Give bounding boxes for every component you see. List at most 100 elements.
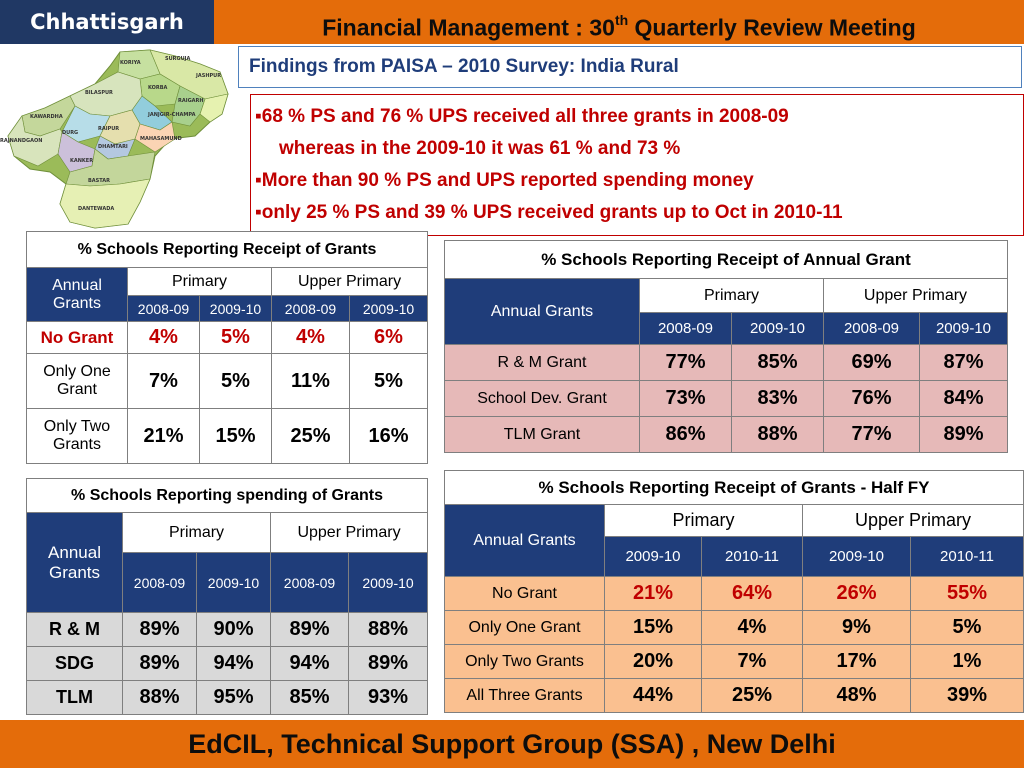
row-label: TLM Grant bbox=[444, 416, 640, 453]
table-cell: 4% bbox=[701, 610, 803, 645]
table-cell: 88% bbox=[347, 612, 429, 647]
table-cell: 85% bbox=[731, 344, 824, 381]
footer-banner: EdCIL, Technical Support Group (SSA) , N… bbox=[0, 720, 1024, 768]
table-cell: 89% bbox=[919, 416, 1008, 453]
column-header: Annual Grants bbox=[26, 267, 128, 322]
year-header: 2010-11 bbox=[909, 536, 1024, 577]
table-cell: 77% bbox=[823, 416, 920, 453]
year-header: 2009-10 bbox=[731, 312, 824, 345]
group-header: Upper Primary bbox=[801, 504, 1024, 537]
table-caption: % Schools Reporting Receipt of Grants bbox=[25, 231, 429, 268]
table-cell: 21% bbox=[127, 408, 200, 464]
group-header: Primary bbox=[127, 267, 272, 296]
year-header: 2008-09 bbox=[127, 295, 200, 322]
map-label: DANTEWADA bbox=[78, 206, 114, 212]
group-header: Primary bbox=[639, 278, 824, 313]
map-label: KANKER bbox=[70, 158, 93, 164]
year-header: 2009-10 bbox=[199, 295, 272, 322]
map-label: MAHASAMUND bbox=[140, 136, 182, 142]
table-cell: 4% bbox=[127, 321, 200, 354]
table-row: R & M Grant 77% 85% 69% 87% bbox=[444, 344, 1008, 381]
receipt-of-grants-half-fy-table: % Schools Reporting Receipt of Grants - … bbox=[443, 470, 1024, 713]
table-cell: 7% bbox=[701, 644, 803, 679]
table-cell: 86% bbox=[639, 416, 732, 453]
year-header: 2009-10 bbox=[347, 552, 429, 613]
title-prefix: Financial Management : 30 bbox=[322, 14, 615, 41]
map-label: SURGUJA bbox=[165, 56, 191, 62]
year-header: 2009-10 bbox=[348, 295, 429, 322]
finding-continuation: whereas in the 2009-10 it was 61 % and 7… bbox=[279, 138, 681, 159]
receipt-of-grants-table: % Schools Reporting Receipt of Grants An… bbox=[25, 231, 429, 464]
table-cell: 15% bbox=[604, 610, 702, 645]
map-label: RAIGARH bbox=[178, 98, 204, 104]
table-cell: 64% bbox=[701, 576, 803, 611]
section-subtitle: Findings from PAISA – 2010 Survey: India… bbox=[238, 46, 1022, 88]
row-label: All Three Grants bbox=[444, 678, 605, 713]
row-label: No Grant bbox=[26, 321, 128, 354]
table-row: SDG 89% 94% 94% 89% bbox=[26, 646, 429, 681]
row-label: Only Two Grants bbox=[444, 644, 605, 679]
row-label: SDG bbox=[26, 646, 123, 681]
year-header: 2008-09 bbox=[823, 312, 920, 345]
table-cell: 69% bbox=[823, 344, 920, 381]
table-cell: 87% bbox=[919, 344, 1008, 381]
map-label: JANJGIR-CHAMPA bbox=[147, 112, 196, 118]
column-header: Annual Grants bbox=[26, 512, 123, 613]
table-cell: 25% bbox=[701, 678, 803, 713]
title-superscript: th bbox=[614, 12, 629, 28]
table-cell: 89% bbox=[122, 612, 197, 647]
table-row: R & M 89% 90% 89% 88% bbox=[26, 612, 429, 647]
table-row: TLM Grant 86% 88% 77% 89% bbox=[444, 416, 1008, 453]
table-caption: % Schools Reporting Receipt of Grants - … bbox=[443, 470, 1024, 505]
column-header: Annual Grants bbox=[444, 504, 605, 577]
table-row: Only Two Grants 21% 15% 25% 16% bbox=[26, 408, 429, 464]
spending-of-grants-table: % Schools Reporting spending of Grants A… bbox=[25, 478, 429, 715]
table-cell: 1% bbox=[909, 644, 1024, 679]
column-header: Annual Grants bbox=[444, 278, 640, 345]
table-cell: 94% bbox=[270, 646, 349, 681]
table-cell: 85% bbox=[270, 680, 349, 715]
group-header: Upper Primary bbox=[270, 267, 429, 296]
table-cell: 77% bbox=[639, 344, 732, 381]
year-header: 2009-10 bbox=[604, 536, 702, 577]
table-cell: 94% bbox=[196, 646, 271, 681]
table-cell: 7% bbox=[127, 353, 200, 409]
table-cell: 6% bbox=[348, 321, 429, 354]
table-caption: % Schools Reporting spending of Grants bbox=[25, 478, 429, 513]
table-cell: 5% bbox=[348, 353, 429, 409]
receipt-of-annual-grant-table: % Schools Reporting Receipt of Annual Gr… bbox=[444, 240, 1008, 453]
findings-box: 68 % PS and 76 % UPS received all three … bbox=[250, 94, 1024, 236]
table-cell: 89% bbox=[270, 612, 349, 647]
table-cell: 93% bbox=[347, 680, 429, 715]
table-cell: 44% bbox=[604, 678, 702, 713]
row-label: R & M Grant bbox=[444, 344, 640, 381]
map-label: BASTAR bbox=[88, 178, 110, 184]
map-label: KAWARDHA bbox=[30, 114, 63, 120]
map-label: RAIPUR bbox=[98, 126, 119, 132]
year-header: 2009-10 bbox=[196, 552, 271, 613]
map-label: RAJNANDGAON bbox=[0, 138, 42, 144]
table-row: Only One Grant 15% 4% 9% 5% bbox=[444, 610, 1024, 645]
year-header: 2008-09 bbox=[639, 312, 732, 345]
table-row: TLM 88% 95% 85% 93% bbox=[26, 680, 429, 715]
finding-bullet: 68 % PS and 76 % UPS received all three … bbox=[255, 101, 1019, 133]
row-label: No Grant bbox=[444, 576, 605, 611]
page-title: Financial Management : 30th Quarterly Re… bbox=[214, 0, 1024, 44]
table-cell: 9% bbox=[802, 610, 911, 645]
table-row: All Three Grants 44% 25% 48% 39% bbox=[444, 678, 1024, 713]
table-cell: 4% bbox=[271, 321, 350, 354]
row-label: School Dev. Grant bbox=[444, 380, 640, 417]
table-cell: 73% bbox=[639, 380, 732, 417]
table-row: No Grant 4% 5% 4% 6% bbox=[26, 321, 429, 354]
row-label: Only Two Grants bbox=[26, 408, 128, 464]
table-cell: 76% bbox=[823, 380, 920, 417]
map-label: JASHPUR bbox=[195, 73, 221, 79]
row-label: R & M bbox=[26, 612, 123, 647]
table-caption: % Schools Reporting Receipt of Annual Gr… bbox=[444, 240, 1008, 279]
chhattisgarh-map-image: KORIYA SURGUJA JASHPUR BILASPUR KORBA RA… bbox=[0, 44, 232, 230]
table-cell: 16% bbox=[348, 408, 429, 464]
table-cell: 11% bbox=[271, 353, 350, 409]
table-cell: 26% bbox=[802, 576, 911, 611]
table-cell: 20% bbox=[604, 644, 702, 679]
year-header: 2008-09 bbox=[122, 552, 197, 613]
